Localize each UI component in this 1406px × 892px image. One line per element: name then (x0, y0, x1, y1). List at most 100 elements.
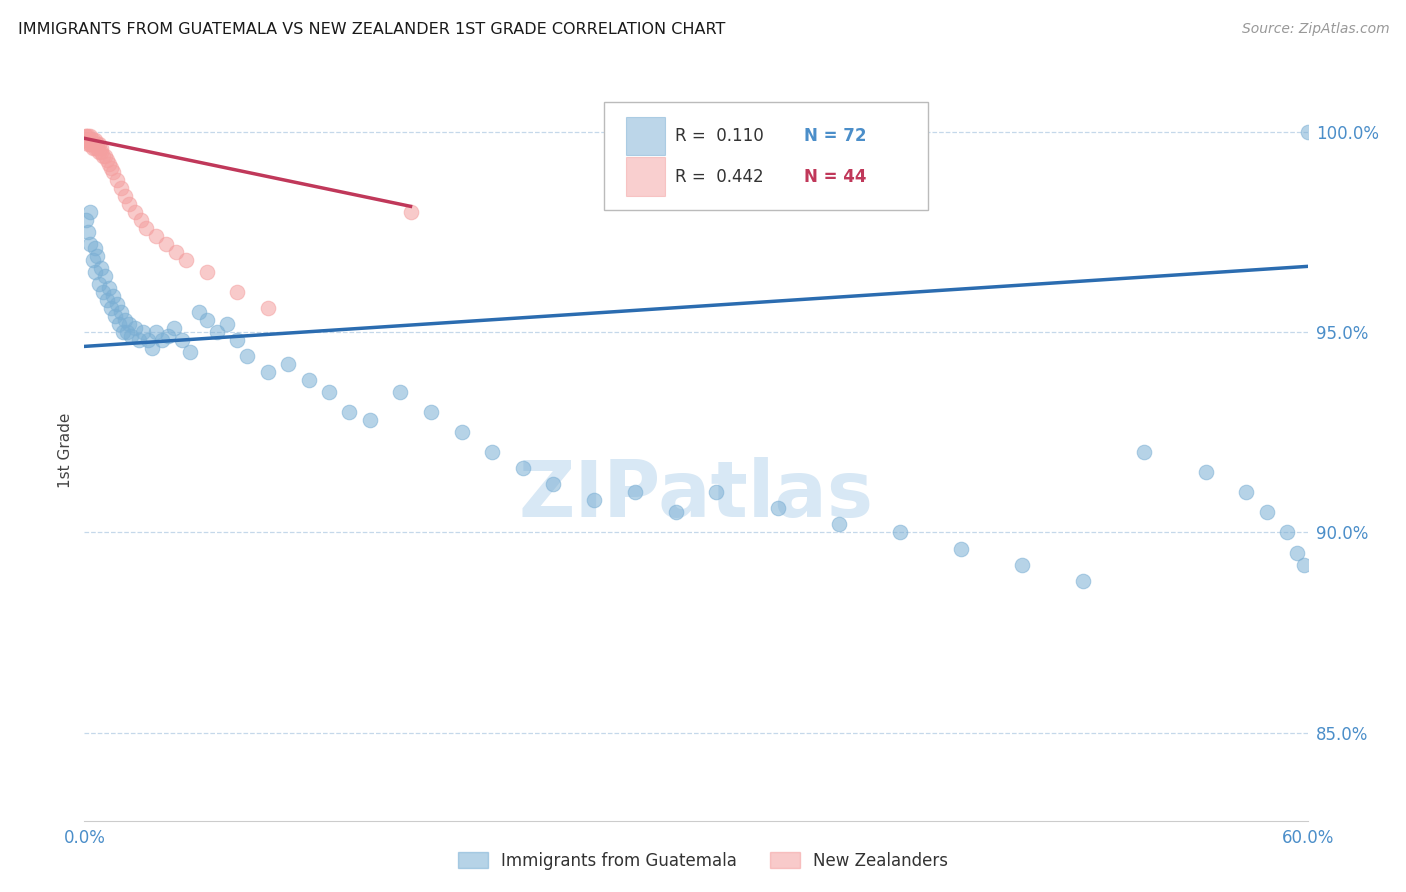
Point (389, 385, 412, 400)
Point (77, 137, 100, 152)
Point (399, 205, 422, 219)
Point (226, 285, 249, 300)
Point (115, 326, 138, 340)
Point (1296, 125, 1319, 139)
Point (1073, 574, 1095, 588)
Text: ZIPatlas: ZIPatlas (519, 457, 873, 533)
FancyBboxPatch shape (605, 103, 928, 210)
Point (179, 345, 201, 359)
Point (512, 461, 534, 475)
Text: N = 72: N = 72 (804, 127, 866, 145)
Point (1195, 466, 1218, 480)
Point (172, 334, 194, 348)
Point (93, 269, 115, 284)
Point (82, 137, 104, 152)
Point (156, 329, 179, 343)
Point (124, 321, 146, 335)
Point (77, 225, 100, 239)
Point (79, 137, 101, 152)
Point (77, 129, 100, 144)
Point (100, 301, 122, 316)
Point (97, 157, 120, 171)
Point (298, 373, 321, 387)
Point (165, 245, 187, 260)
Point (1277, 525, 1299, 540)
Point (120, 329, 142, 343)
Point (543, 477, 565, 491)
Point (118, 197, 141, 211)
Point (79, 133, 101, 147)
Point (141, 342, 163, 356)
Point (665, 506, 688, 520)
Point (195, 265, 218, 279)
Point (105, 173, 128, 187)
Point (83, 265, 105, 279)
Point (236, 350, 259, 364)
Point (155, 237, 177, 252)
Legend: Immigrants from Guatemala, New Zealanders: Immigrants from Guatemala, New Zealander… (451, 846, 955, 877)
Point (87, 137, 110, 152)
Point (118, 318, 141, 332)
Point (83, 137, 105, 152)
Point (1011, 558, 1033, 572)
Point (481, 445, 503, 459)
Point (950, 541, 973, 556)
Text: R =  0.110: R = 0.110 (675, 127, 763, 145)
Point (174, 253, 197, 268)
Point (1133, 445, 1156, 459)
Point (97, 281, 120, 295)
Point (96, 293, 118, 308)
Y-axis label: 1st Grade: 1st Grade (58, 413, 73, 488)
Point (82, 141, 104, 155)
Point (889, 525, 911, 540)
Point (86, 141, 108, 155)
Point (359, 413, 381, 427)
Point (217, 318, 239, 332)
Point (766, 501, 789, 516)
Point (77, 133, 100, 147)
Point (187, 305, 209, 319)
Point (205, 326, 228, 340)
Point (318, 385, 340, 400)
Point (226, 334, 249, 348)
Point (75, 133, 97, 147)
Text: IMMIGRANTS FROM GUATEMALA VS NEW ZEALANDER 1ST GRADE CORRELATION CHART: IMMIGRANTS FROM GUATEMALA VS NEW ZEALAND… (18, 22, 725, 37)
Point (136, 334, 159, 348)
Text: R =  0.442: R = 0.442 (675, 168, 763, 186)
Point (1256, 506, 1278, 520)
Point (90, 145, 112, 160)
Point (339, 405, 361, 419)
Point (112, 326, 135, 340)
Point (91, 285, 114, 300)
Point (277, 358, 299, 372)
Point (124, 205, 146, 219)
Point (79, 129, 101, 144)
Point (100, 161, 122, 176)
Point (104, 310, 127, 324)
Point (1292, 558, 1315, 572)
Point (420, 405, 443, 419)
Point (75, 129, 97, 144)
Point (828, 517, 851, 532)
Point (75, 213, 97, 227)
Point (128, 334, 150, 348)
Point (150, 334, 173, 348)
Text: N = 44: N = 44 (804, 168, 866, 186)
Text: Source: ZipAtlas.com: Source: ZipAtlas.com (1241, 22, 1389, 37)
FancyBboxPatch shape (626, 157, 665, 195)
Point (450, 425, 472, 440)
Point (114, 189, 136, 203)
Point (87, 277, 110, 292)
Point (82, 253, 104, 268)
Point (86, 137, 108, 152)
Point (1286, 545, 1309, 559)
Point (90, 261, 112, 276)
Point (114, 313, 136, 327)
Point (79, 205, 101, 219)
Point (195, 313, 218, 327)
Point (706, 485, 728, 500)
Point (257, 366, 280, 380)
Point (145, 229, 167, 244)
Point (83, 241, 105, 255)
Point (79, 237, 101, 252)
